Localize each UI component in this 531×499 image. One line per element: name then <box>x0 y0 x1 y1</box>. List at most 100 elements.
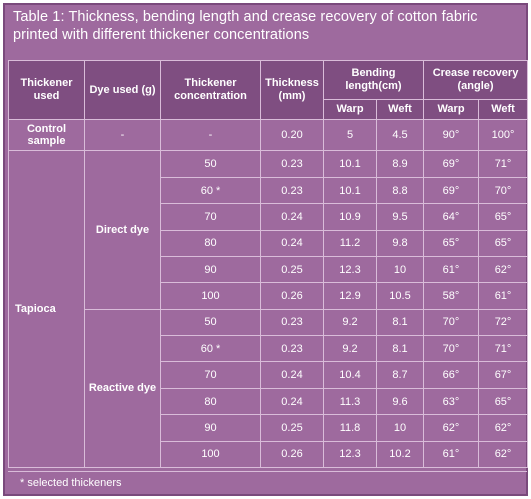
cell-crease-warp: 58° <box>423 282 479 310</box>
cell-bend-weft: 8.1 <box>376 308 424 337</box>
dye-group-label: Direct dye <box>84 150 161 310</box>
cell-thickness: 0.26 <box>260 440 324 469</box>
cell-bend-weft: 9.8 <box>376 229 424 257</box>
cell-concentration: 100 <box>160 282 261 310</box>
cell-bend-warp: 10.9 <box>323 203 377 231</box>
cell-crease-weft: 71° <box>477 335 529 363</box>
cell-concentration: 50 <box>160 308 261 337</box>
table-row: 60 * 0.23 9.2 8.1 70° 71° <box>9 335 529 363</box>
control-concentration: - <box>160 118 261 152</box>
cell-crease-weft: 62° <box>477 440 529 469</box>
thickener-name: Tapioca <box>8 150 85 468</box>
table-row: 90 0.25 12.3 10 61° 62° <box>9 255 529 284</box>
cell-concentration: 80 <box>160 229 261 257</box>
table-row: 100 0.26 12.3 10.2 61° 62° <box>9 440 529 469</box>
header-bending-length: Bending length(cm) <box>323 60 424 100</box>
header-row: Thickener used Dye used (g) Thickener co… <box>8 60 529 120</box>
cell-bend-warp: 9.2 <box>323 308 377 337</box>
dye-group-label: Reactive dye <box>84 308 161 469</box>
cell-bend-weft: 10.2 <box>376 440 424 469</box>
cell-thickness: 0.25 <box>260 414 324 442</box>
subheader-row: Warp Weft Warp Weft <box>9 99 529 120</box>
cell-crease-warp: 70° <box>423 308 479 337</box>
cell-crease-warp: 64° <box>423 203 479 231</box>
header-thickener-concentration: Thickener concentration <box>160 60 261 120</box>
cell-crease-weft: 62° <box>477 255 529 284</box>
cell-bend-weft: 10 <box>376 255 424 284</box>
header-crease-recovery: Crease recovery (angle) <box>422 60 529 100</box>
cell-concentration: 60 * <box>160 335 261 363</box>
cell-crease-weft: 71° <box>477 150 529 178</box>
cell-thickness: 0.24 <box>260 203 324 231</box>
cell-bend-warp: 10.1 <box>323 176 377 205</box>
table-row: 90 0.25 11.8 10 62° 62° <box>9 414 529 442</box>
cell-crease-warp: 63° <box>423 387 479 416</box>
cell-concentration: 100 <box>160 440 261 469</box>
cell-bend-weft: 9.5 <box>376 203 424 231</box>
header-thickness: Thickness (mm) <box>260 60 324 120</box>
cell-thickness: 0.24 <box>260 387 324 416</box>
cell-crease-weft: 67° <box>477 361 529 389</box>
cell-bend-weft: 8.8 <box>376 176 424 205</box>
cell-crease-weft: 65° <box>477 229 529 257</box>
cell-thickness: 0.23 <box>260 308 324 337</box>
header-bending-weft: Weft <box>376 99 424 120</box>
cell-concentration: 70 <box>160 203 261 231</box>
control-bend-warp: 5 <box>323 118 377 152</box>
cell-bend-warp: 12.3 <box>323 255 377 284</box>
table-row: 100 0.26 12.9 10.5 58° 61° <box>9 282 529 310</box>
cell-thickness: 0.23 <box>260 150 324 178</box>
cell-bend-weft: 10.5 <box>376 282 424 310</box>
header-crease-weft: Weft <box>477 99 529 120</box>
cell-concentration: 90 <box>160 255 261 284</box>
header-crease-warp: Warp <box>423 99 479 120</box>
cell-thickness: 0.23 <box>260 176 324 205</box>
table-row: 60 * 0.23 10.1 8.8 69° 70° <box>9 176 529 205</box>
header-thickener-used: Thickener used <box>8 60 85 120</box>
cell-bend-weft: 10 <box>376 414 424 442</box>
control-bend-weft: 4.5 <box>376 118 424 152</box>
cell-bend-warp: 10.1 <box>323 150 377 178</box>
cell-concentration: 80 <box>160 387 261 416</box>
cell-bend-warp: 9.2 <box>323 335 377 363</box>
table-row: Reactive dye 50 0.23 9.2 8.1 70° 72° <box>9 308 529 469</box>
cell-crease-warp: 61° <box>423 440 479 469</box>
cell-crease-warp: 70° <box>423 335 479 363</box>
cell-crease-weft: 70° <box>477 176 529 205</box>
cell-concentration: 90 <box>160 414 261 442</box>
table-frame: Table 1: Thickness, bending length and c… <box>3 3 529 496</box>
cell-bend-weft: 8.9 <box>376 150 424 178</box>
control-crease-warp: 90° <box>423 118 479 152</box>
table-row: 80 0.24 11.3 9.6 63° 65° <box>9 387 529 416</box>
cell-concentration: 60 * <box>160 176 261 205</box>
cell-concentration: 50 <box>160 150 261 178</box>
cell-thickness: 0.24 <box>260 361 324 389</box>
cell-crease-weft: 65° <box>477 203 529 231</box>
footnote: * selected thickeners <box>8 471 527 493</box>
table-title: Table 1: Thickness, bending length and c… <box>13 9 478 43</box>
cell-crease-weft: 62° <box>477 414 529 442</box>
cell-crease-warp: 69° <box>423 176 479 205</box>
control-dye: - <box>84 118 161 152</box>
control-row: Control sample - - 0.20 5 4.5 90° 100° <box>8 118 529 152</box>
cell-crease-warp: 66° <box>423 361 479 389</box>
cell-bend-weft: 9.6 <box>376 387 424 416</box>
table-row: Tapioca Direct dye 50 0.23 10.1 8.9 69° 71° <box>8 150 529 468</box>
cell-bend-warp: 11.3 <box>323 387 377 416</box>
cell-bend-weft: 8.1 <box>376 335 424 363</box>
header-bending-warp: Warp <box>323 99 377 120</box>
cell-bend-weft: 8.7 <box>376 361 424 389</box>
table-row: 70 0.24 10.9 9.5 64° 65° <box>9 203 529 231</box>
data-table: Thickener used Dye used (g) Thickener co… <box>8 60 529 469</box>
cell-bend-warp: 10.4 <box>323 361 377 389</box>
cell-bend-warp: 11.8 <box>323 414 377 442</box>
cell-thickness: 0.25 <box>260 255 324 284</box>
cell-crease-weft: 61° <box>477 282 529 310</box>
cell-thickness: 0.24 <box>260 229 324 257</box>
cell-bend-warp: 12.3 <box>323 440 377 469</box>
cell-crease-warp: 69° <box>423 150 479 178</box>
control-crease-weft: 100° <box>477 118 529 152</box>
cell-bend-warp: 11.2 <box>323 229 377 257</box>
table-row: 80 0.24 11.2 9.8 65° 65° <box>9 229 529 257</box>
cell-crease-warp: 62° <box>423 414 479 442</box>
